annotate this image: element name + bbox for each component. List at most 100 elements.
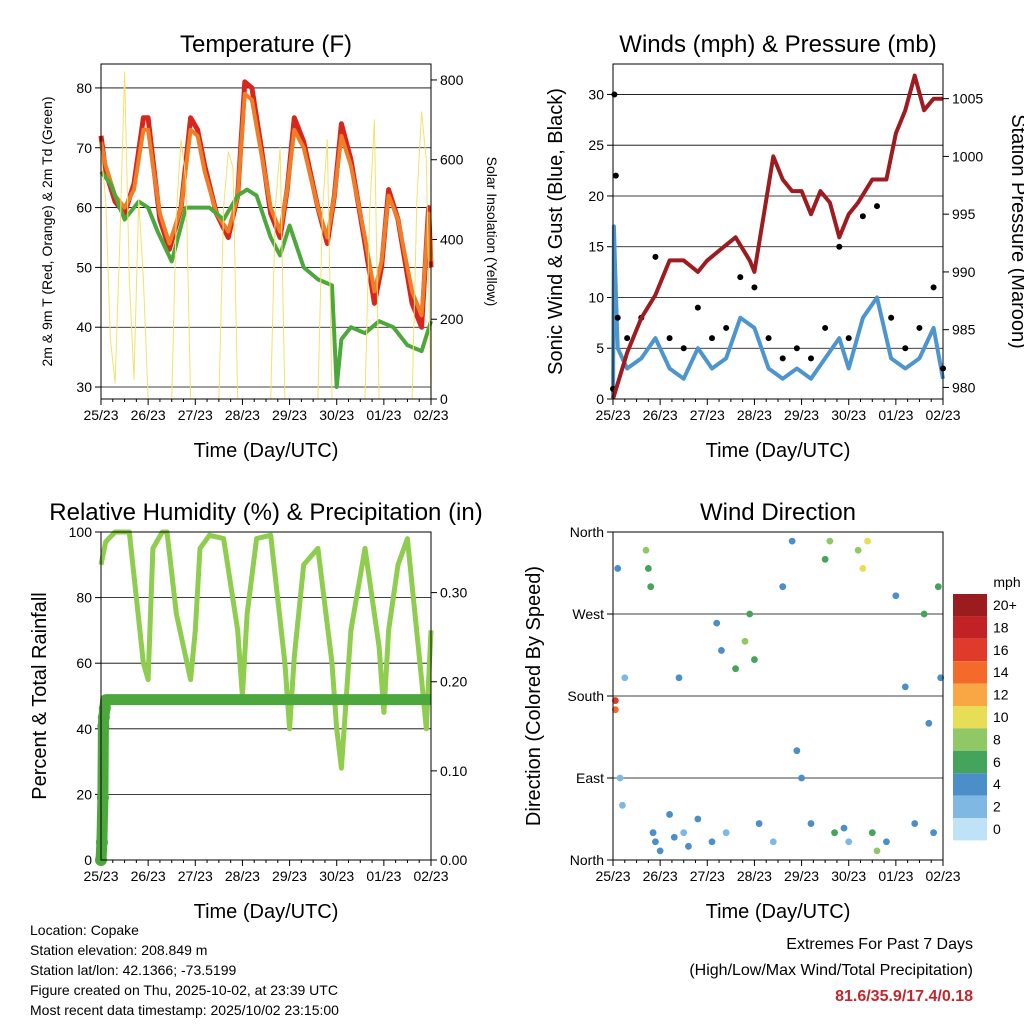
series-9m-t — [99, 91, 433, 318]
y2-tick-label: 0.00 — [440, 852, 467, 868]
gust-point — [859, 213, 866, 220]
direction-point — [779, 583, 787, 591]
location-text: Location: Copake — [30, 922, 139, 938]
gust-point — [888, 314, 895, 321]
direction-point — [788, 537, 796, 545]
direction-point — [868, 829, 876, 837]
colorbar-swatch — [953, 638, 987, 662]
direction-point — [732, 665, 739, 673]
gust-point — [930, 284, 937, 291]
x-tick-label: 02/23 — [925, 868, 960, 884]
gust-point — [874, 203, 880, 210]
direction-point — [925, 719, 933, 727]
series-2m-td — [99, 170, 433, 389]
gust-point — [612, 172, 619, 179]
direction-point — [807, 820, 815, 827]
direction-point — [652, 838, 659, 846]
precip-point — [95, 836, 108, 849]
colorbar-label: 8 — [993, 731, 1001, 747]
gust-point — [709, 335, 715, 342]
direction-point — [685, 842, 692, 850]
series-sonic-wind — [611, 224, 945, 400]
plot-frame — [612, 531, 944, 861]
x-tick-label: 02/23 — [925, 407, 960, 423]
direction-point — [864, 537, 871, 545]
x-tick-label: 28/23 — [737, 868, 772, 884]
direction-point — [722, 829, 730, 837]
direction-point — [611, 697, 619, 704]
colorbar-swatch — [953, 706, 987, 729]
y2-tick-label: 400 — [440, 231, 464, 247]
y-tick-label: 30 — [588, 86, 604, 102]
x-tick-label: 25/23 — [83, 407, 118, 423]
chart-panel-3: Wind DirectionNorthEastSouthWestNorth25/… — [523, 499, 1021, 923]
gust-point — [652, 253, 659, 260]
y2-tick-label: 800 — [440, 72, 464, 88]
colorbar-swatch — [953, 594, 987, 617]
colorbar-label: 12 — [993, 687, 1009, 703]
plot-frame — [100, 63, 432, 400]
extremes-title: Extremes For Past 7 Days — [786, 936, 973, 953]
y2-tick-label: 0 — [440, 391, 448, 407]
created-text: Figure created on Thu, 2025-10-02, at 23… — [30, 982, 338, 998]
gust-point — [822, 324, 829, 331]
chart-panel-1: Winds (mph) & Pressure (mb) 0 5 10 15 20 25 30 2… — [545, 31, 1024, 462]
colorbar-label: 20+ — [993, 597, 1017, 613]
y-tick-label: North — [570, 524, 604, 540]
gust-point — [779, 355, 786, 362]
colorbar-swatch — [953, 818, 987, 841]
y2-tick-label: 1000 — [952, 148, 983, 164]
x-tick-label: 01/23 — [366, 407, 401, 423]
y-tick-label: West — [572, 606, 604, 622]
direction-point — [621, 674, 629, 682]
y-axis-label: Percent & Total Rainfall — [29, 592, 51, 800]
direction-point — [675, 674, 683, 682]
direction-point — [845, 838, 853, 846]
x-tick-label: 26/23 — [131, 407, 166, 423]
y-tick-label: 5 — [596, 340, 604, 356]
x-tick-label: 25/23 — [595, 407, 630, 423]
gust-point — [836, 243, 843, 250]
direction-point — [611, 706, 619, 714]
gust-point — [614, 314, 621, 321]
y2-tick-label: 0.10 — [440, 763, 467, 779]
direction-point — [769, 838, 777, 846]
gust-point — [845, 335, 852, 342]
x-axis-label: Time (Day/UTC) — [706, 440, 851, 462]
x-tick-label: 01/23 — [878, 407, 913, 423]
gust-point — [765, 335, 772, 342]
direction-point — [911, 820, 919, 827]
direction-point — [930, 829, 937, 837]
gust-point — [694, 304, 701, 311]
series-total-precipitation — [95, 694, 431, 861]
direction-point — [649, 829, 657, 837]
x-tick-label: 02/23 — [413, 407, 448, 423]
x-tick-label: 25/23 — [595, 868, 630, 884]
chart-title: Winds (mph) & Pressure (mb) — [619, 31, 936, 58]
x-tick-label: 28/23 — [737, 407, 772, 423]
station-info: Location: Copake Station elevation: 208.… — [30, 920, 339, 1020]
colorbar-label: 4 — [993, 776, 1001, 792]
chart-panel-0: Temperature (F) 30 40 50 60 70 80 25/23 26/23 27/… — [39, 31, 500, 462]
elevation-text: Station elevation: 208.849 m — [30, 942, 208, 958]
series-station-pressure — [611, 73, 943, 400]
x-tick-label: 01/23 — [878, 868, 913, 884]
direction-point — [883, 838, 890, 846]
colorbar: mph 20+ 18 16 14 12 10 8 6 4 2 0 — [953, 574, 1021, 841]
x-axis-label: Time (Day/UTC) — [706, 901, 851, 923]
x-tick-label: 27/23 — [690, 868, 725, 884]
y-tick-label: 40 — [76, 721, 92, 737]
gust-point — [611, 91, 618, 98]
direction-point — [934, 583, 942, 591]
chart-title: Relative Humidity (%) & Precipitation (i… — [49, 499, 482, 526]
x-tick-label: 30/23 — [319, 868, 354, 884]
x-tick-label: 28/23 — [225, 868, 260, 884]
y-tick-label: 10 — [588, 289, 604, 305]
y2-tick-label: 985 — [952, 322, 976, 338]
direction-point — [840, 824, 848, 832]
direction-point — [614, 565, 622, 572]
y-tick-label: 0 — [596, 391, 604, 407]
x-tick-label: 29/23 — [784, 407, 819, 423]
gust-point — [916, 324, 923, 331]
